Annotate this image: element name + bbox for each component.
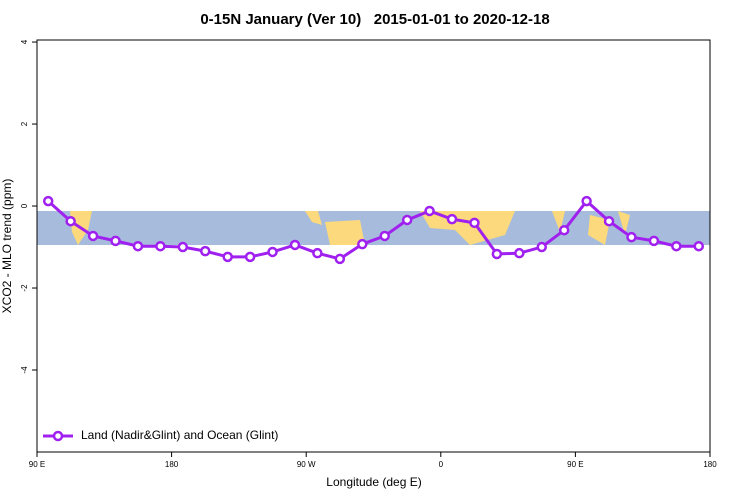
legend-label: Land (Nadir&Glint) and Ocean (Glint) <box>81 428 278 442</box>
x-tick-label: 180 <box>165 460 179 469</box>
marker <box>42 195 54 207</box>
marker <box>177 241 189 253</box>
marker <box>132 240 144 252</box>
chart-title: 0-15N January (Ver 10) 2015-01-01 to 202… <box>200 11 549 28</box>
marker <box>401 214 413 226</box>
x-tick-label: 90 E <box>29 460 45 469</box>
y-tick-label: 4 <box>20 39 29 44</box>
y-tick-label: -4 <box>20 366 29 374</box>
marker <box>222 251 233 263</box>
marker <box>603 215 615 227</box>
marker <box>155 240 166 252</box>
marker <box>648 235 660 247</box>
y-tick-label: 2 <box>20 121 29 126</box>
marker <box>334 253 346 265</box>
marker <box>424 205 435 217</box>
marker <box>671 240 682 252</box>
y-axis-label: XCO2 - MLO trend (ppm) <box>0 179 14 314</box>
marker <box>558 224 570 236</box>
marker <box>289 239 301 251</box>
marker <box>491 248 503 260</box>
marker <box>267 246 278 258</box>
plot-frame <box>36 39 711 453</box>
x-tick-label: 0 <box>439 460 444 469</box>
marker <box>312 247 323 259</box>
y-tick-label: -2 <box>20 284 29 292</box>
x-axis-label: Longitude (deg E) <box>326 475 421 489</box>
marker <box>244 251 256 263</box>
marker <box>357 238 368 250</box>
x-tick-label: 90 W <box>297 460 316 469</box>
legend-marker <box>52 430 64 442</box>
marker <box>446 213 458 225</box>
y-tick-label: 0 <box>20 203 29 208</box>
marker <box>379 230 390 242</box>
marker <box>536 241 547 253</box>
marker <box>200 245 211 257</box>
marker <box>693 240 705 252</box>
marker <box>626 231 637 243</box>
marker <box>110 235 121 247</box>
x-tick-label: 180 <box>703 460 717 469</box>
marker <box>581 195 592 207</box>
x-tick-label: 90 E <box>567 460 583 469</box>
marker <box>469 217 480 229</box>
marker <box>514 247 525 259</box>
marker <box>87 230 99 242</box>
marker <box>65 215 76 227</box>
